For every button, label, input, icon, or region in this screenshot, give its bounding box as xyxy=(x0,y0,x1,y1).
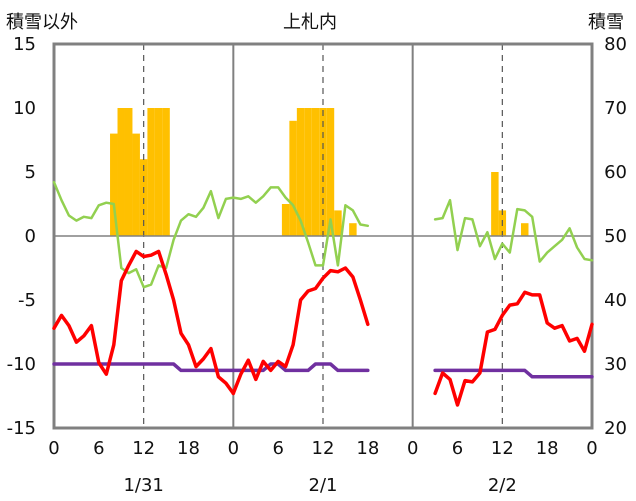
snow-bar-2-1-h7 xyxy=(281,204,290,236)
x-tick-3: 18 xyxy=(177,438,200,459)
y-left-tick--5: -5 xyxy=(18,290,36,311)
x-tick-10: 12 xyxy=(491,438,514,459)
snow-bar-2-1-h9 xyxy=(296,108,305,236)
y-left-tick--15: -15 xyxy=(7,418,36,439)
snow-bar-1-31-h11 xyxy=(132,133,140,236)
x-tick-1: 6 xyxy=(93,438,104,459)
snow-bar-2-1-h14 xyxy=(334,210,342,236)
x-tick-11: 18 xyxy=(536,438,559,459)
day-label-3: 2/2 xyxy=(488,475,517,496)
chart-title: 上札内 xyxy=(283,12,337,33)
red-line-2-1 xyxy=(231,266,370,396)
snow-bar-2-1-h12 xyxy=(319,108,327,236)
x-tick-4: 0 xyxy=(228,438,239,459)
y-left-axis-title: 積雪以外 xyxy=(6,12,78,33)
x-tick-5: 6 xyxy=(272,438,283,459)
y-left-tick--10: -10 xyxy=(7,354,36,375)
snow-bar-2-1-h8 xyxy=(289,120,297,236)
purple-line-2-1 xyxy=(231,362,370,373)
y-right-tick-40: 40 xyxy=(604,290,627,311)
snow-bar-2-1-h10 xyxy=(304,108,312,236)
y-right-tick-50: 50 xyxy=(604,226,627,247)
x-tick-12: 0 xyxy=(586,438,597,459)
x-tick-9: 6 xyxy=(452,438,463,459)
y-left-tick-10: 10 xyxy=(13,98,36,119)
y-left-tick-0: 0 xyxy=(25,226,36,247)
green-line-2-2 xyxy=(433,198,594,263)
y-left-tick-5: 5 xyxy=(25,162,36,183)
y-right-tick-30: 30 xyxy=(604,354,627,375)
red-line-1-31 xyxy=(52,249,236,396)
y-right-tick-20: 20 xyxy=(604,418,627,439)
x-tick-6: 12 xyxy=(312,438,335,459)
snow-bar-1-31-h12 xyxy=(139,159,148,236)
y-right-tick-60: 60 xyxy=(604,162,627,183)
y-right-axis-title: 積雪 xyxy=(588,12,624,33)
x-tick-0: 0 xyxy=(48,438,59,459)
snow-bar-2-2-h15 xyxy=(521,223,529,236)
snow-bar-2-1-h16 xyxy=(349,223,357,236)
y-right-tick-80: 80 xyxy=(604,34,627,55)
snow-bar-2-1-h11 xyxy=(311,108,320,236)
y-left-tick-15: 15 xyxy=(13,34,36,55)
purple-line-1-31 xyxy=(52,362,236,373)
x-tick-2: 12 xyxy=(132,438,155,459)
y-right-tick-70: 70 xyxy=(604,98,627,119)
x-tick-7: 18 xyxy=(356,438,379,459)
day-label-2: 2/1 xyxy=(309,475,338,496)
green-line-2-1 xyxy=(232,186,370,267)
snow-bar-1-31-h13 xyxy=(147,108,155,236)
snow-bar-1-31-h8 xyxy=(110,133,118,236)
x-tick-8: 0 xyxy=(407,438,418,459)
red-line-2-2 xyxy=(433,290,594,407)
purple-line-2-2 xyxy=(433,368,594,379)
snow-bar-2-2-h11 xyxy=(491,172,499,236)
snow-bar-1-31-h15 xyxy=(162,108,170,236)
snow-bar-1-31-h10 xyxy=(124,108,133,236)
green-line-1-31 xyxy=(52,180,235,289)
snow-bar-1-31-h14 xyxy=(154,108,163,236)
snow-bar-2-1-h13 xyxy=(326,108,335,236)
snow-bar-1-31-h9 xyxy=(117,108,125,236)
day-label-1: 1/31 xyxy=(123,475,163,496)
